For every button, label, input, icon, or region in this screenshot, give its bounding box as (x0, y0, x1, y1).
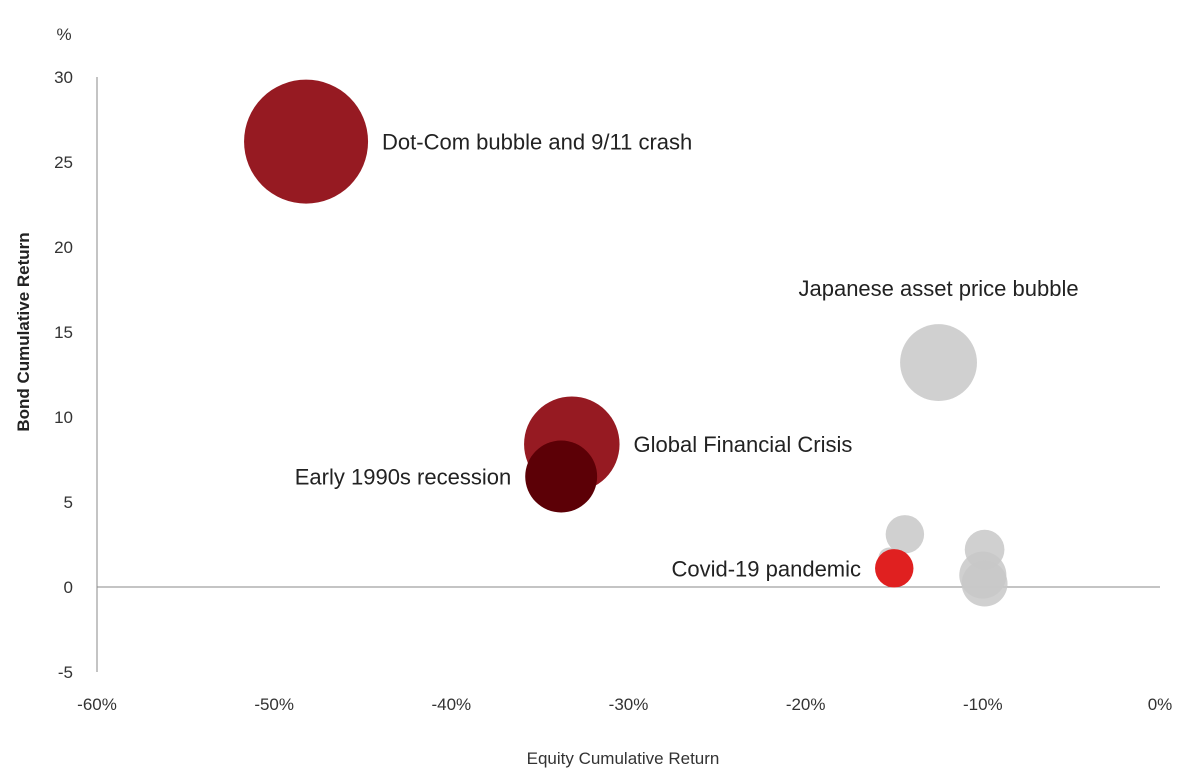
y-tick-label: 15 (54, 323, 73, 342)
y-tick-labels: -5 0 5 10 15 20 25 30 (54, 68, 73, 682)
bubble-labels: Japanese asset price bubble Dot-Com bubbl… (295, 130, 1079, 582)
bubble-label: Dot-Com bubble and 9/11 crash (382, 130, 692, 155)
y-tick-label: 25 (54, 153, 73, 172)
bubble (875, 549, 914, 588)
x-tick-label: -20% (786, 695, 826, 714)
bubble-label: Covid-19 pandemic (671, 556, 861, 581)
bubble-label: Global Financial Crisis (634, 432, 853, 457)
x-tick-label: 0% (1148, 695, 1173, 714)
x-tick-label: -10% (963, 695, 1003, 714)
bubble (900, 324, 977, 402)
y-tick-label: 10 (54, 408, 73, 427)
y-tick-label: -5 (58, 663, 73, 682)
y-axis-title: Bond Cumulative Return (14, 232, 33, 431)
x-tick-labels: -60% -50% -40% -30% -20% -10% 0% (77, 695, 1172, 714)
x-tick-label: -60% (77, 695, 117, 714)
y-tick-label: 5 (64, 493, 73, 512)
y-tick-label: 0 (64, 578, 73, 597)
x-tick-label: -40% (431, 695, 471, 714)
bubble (525, 440, 598, 513)
y-unit-label: % (56, 25, 71, 44)
y-axis-title-group: Bond Cumulative Return (14, 232, 33, 431)
bubble-label: Early 1990s recession (295, 465, 511, 490)
bubble (244, 79, 369, 204)
y-tick-label: 20 (54, 238, 73, 257)
bubble (961, 560, 1008, 607)
y-tick-label: 30 (54, 68, 73, 87)
bubble (964, 529, 1005, 570)
x-axis-title: Equity Cumulative Return (527, 749, 720, 768)
x-tick-label: -30% (609, 695, 649, 714)
bubble (885, 515, 925, 554)
bubble-label: Japanese asset price bubble (798, 276, 1078, 301)
bubbles (244, 79, 1008, 607)
x-tick-label: -50% (254, 695, 294, 714)
